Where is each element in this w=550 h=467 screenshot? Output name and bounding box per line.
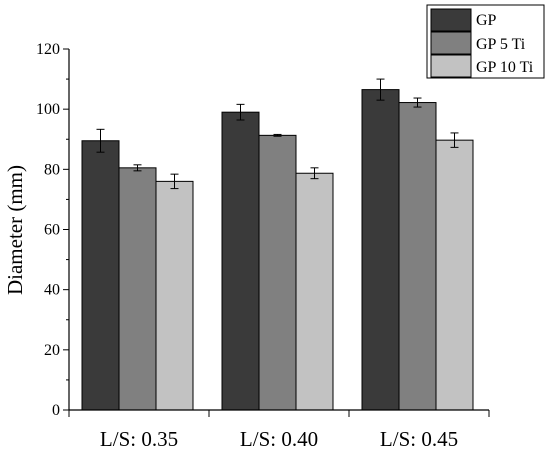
error-bar-1-1 — [96, 128, 105, 153]
legend: GP GP 5 Ti GP 10 Ti — [426, 4, 545, 79]
bar-2-3 — [295, 172, 334, 411]
y-ticks: 0 20 40 60 80 100 120 — [36, 41, 69, 419]
error-bar-3-2 — [413, 97, 422, 108]
y-tick-label-1: 20 — [44, 342, 60, 359]
bar-1-1 — [81, 140, 120, 411]
y-axis-title: Diameter (mm) — [3, 165, 27, 295]
bar-3-1 — [361, 89, 400, 411]
legend-label-gp10ti: GP 10 Ti — [476, 59, 534, 76]
bar-2-1 — [221, 111, 260, 411]
legend-label-gp5ti: GP 5 Ti — [476, 36, 526, 53]
x-tick-label-1: L/S: 0.35 — [100, 427, 178, 451]
y-tick-label-2: 40 — [44, 282, 60, 299]
bar-3-3 — [435, 139, 474, 411]
bar-3-2 — [398, 102, 437, 411]
y-tick-label-0: 0 — [52, 402, 60, 419]
legend-item-gp10ti: GP 10 Ti — [430, 54, 534, 78]
legend-item-gp5ti: GP 5 Ti — [430, 31, 526, 55]
error-bar-3-3 — [450, 132, 459, 148]
x-tick-label-3: L/S: 0.45 — [380, 427, 458, 451]
y-tick-label-4: 80 — [44, 161, 60, 178]
error-bar-1-3 — [170, 173, 179, 190]
legend-swatch-gp10ti — [430, 54, 472, 78]
error-bar-1-2 — [133, 164, 142, 172]
error-bar-3-1 — [376, 78, 385, 101]
legend-label-gp: GP — [476, 12, 497, 29]
y-tick-label-3: 60 — [44, 222, 60, 239]
x-tick-label-2: L/S: 0.40 — [240, 427, 318, 451]
error-bar-2-3 — [310, 167, 319, 180]
legend-item-gp: GP — [430, 8, 497, 32]
legend-swatch-gp — [430, 8, 472, 32]
y-tick-label-5: 100 — [36, 101, 60, 118]
bar-1-2 — [118, 167, 157, 411]
bars-layer — [81, 89, 474, 411]
error-bar-2-2 — [273, 133, 282, 137]
bar-1-3 — [155, 180, 194, 411]
x-ticks: L/S: 0.35 L/S: 0.40 L/S: 0.45 — [68, 410, 490, 451]
error-bar-2-1 — [236, 103, 245, 121]
bar-2-2 — [258, 134, 297, 411]
legend-swatch-gp5ti — [430, 31, 472, 55]
error-bars-layer — [96, 78, 459, 190]
y-tick-label-6: 120 — [36, 41, 60, 58]
